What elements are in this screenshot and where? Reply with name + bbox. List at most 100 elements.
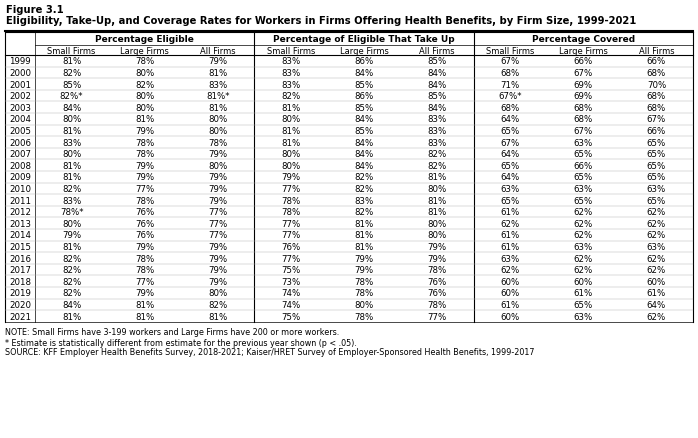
Text: 80%: 80% bbox=[62, 115, 81, 124]
Text: 82%: 82% bbox=[62, 289, 81, 297]
Text: 85%: 85% bbox=[62, 80, 81, 89]
Text: 66%: 66% bbox=[647, 127, 666, 136]
Text: 83%: 83% bbox=[281, 80, 301, 89]
Text: 62%: 62% bbox=[647, 208, 666, 217]
Text: 63%: 63% bbox=[574, 138, 593, 147]
Text: 73%: 73% bbox=[281, 277, 301, 286]
Text: 82%: 82% bbox=[355, 173, 373, 182]
Text: All Firms: All Firms bbox=[639, 46, 674, 55]
Text: Small Firms: Small Firms bbox=[267, 46, 315, 55]
Text: 83%: 83% bbox=[62, 138, 81, 147]
Text: 63%: 63% bbox=[500, 254, 520, 263]
Text: 65%: 65% bbox=[574, 196, 593, 205]
Text: 82%: 82% bbox=[135, 80, 154, 89]
Text: 68%: 68% bbox=[647, 103, 666, 113]
Text: 78%: 78% bbox=[135, 265, 154, 275]
Text: 81%: 81% bbox=[427, 173, 447, 182]
Text: 62%: 62% bbox=[647, 231, 666, 240]
Text: 66%: 66% bbox=[647, 57, 666, 66]
Text: 80%: 80% bbox=[208, 161, 228, 170]
Text: 84%: 84% bbox=[427, 103, 447, 113]
Text: 79%: 79% bbox=[208, 242, 228, 251]
Text: 2004: 2004 bbox=[9, 115, 31, 124]
Text: 65%: 65% bbox=[647, 138, 666, 147]
Text: 82%: 82% bbox=[427, 150, 447, 159]
Text: 2015: 2015 bbox=[9, 242, 31, 251]
Text: 85%: 85% bbox=[355, 127, 373, 136]
Text: 78%: 78% bbox=[135, 138, 154, 147]
Text: 77%: 77% bbox=[281, 184, 301, 194]
Text: Percentage of Eligible That Take Up: Percentage of Eligible That Take Up bbox=[273, 35, 455, 44]
Text: 79%: 79% bbox=[428, 242, 447, 251]
Text: 78%: 78% bbox=[281, 196, 301, 205]
Text: 74%: 74% bbox=[281, 300, 301, 309]
Text: 62%: 62% bbox=[647, 312, 666, 321]
Text: 79%: 79% bbox=[355, 254, 373, 263]
Text: 81%: 81% bbox=[281, 103, 301, 113]
Text: 81%: 81% bbox=[427, 208, 447, 217]
Text: 81%: 81% bbox=[135, 312, 154, 321]
Text: 65%: 65% bbox=[647, 196, 666, 205]
Text: 85%: 85% bbox=[427, 92, 447, 101]
Text: 79%: 79% bbox=[208, 265, 228, 275]
Text: 65%: 65% bbox=[574, 300, 593, 309]
Text: 79%: 79% bbox=[135, 289, 154, 297]
Text: 81%: 81% bbox=[355, 231, 373, 240]
Text: 76%: 76% bbox=[281, 242, 301, 251]
Text: 84%: 84% bbox=[427, 69, 447, 78]
Text: Percentage Eligible: Percentage Eligible bbox=[95, 35, 194, 44]
Text: 81%: 81% bbox=[208, 103, 228, 113]
Text: 85%: 85% bbox=[355, 103, 373, 113]
Text: 83%: 83% bbox=[427, 115, 447, 124]
Text: 69%: 69% bbox=[574, 92, 593, 101]
Text: 75%: 75% bbox=[281, 312, 301, 321]
Text: 79%: 79% bbox=[355, 265, 373, 275]
Text: 79%: 79% bbox=[135, 127, 154, 136]
Text: 78%*: 78%* bbox=[60, 208, 83, 217]
Text: 82%: 82% bbox=[62, 69, 81, 78]
Text: 80%: 80% bbox=[427, 231, 447, 240]
Text: 61%: 61% bbox=[500, 208, 520, 217]
Text: 2002: 2002 bbox=[9, 92, 31, 101]
Text: 67%: 67% bbox=[500, 138, 520, 147]
Text: 65%: 65% bbox=[647, 161, 666, 170]
Text: 82%: 82% bbox=[62, 184, 81, 194]
Text: 80%: 80% bbox=[208, 289, 228, 297]
Text: 76%: 76% bbox=[427, 277, 447, 286]
Text: 79%: 79% bbox=[135, 242, 154, 251]
Text: 65%: 65% bbox=[500, 196, 520, 205]
Text: 68%: 68% bbox=[500, 69, 520, 78]
Text: 78%: 78% bbox=[135, 150, 154, 159]
Text: 62%: 62% bbox=[574, 231, 593, 240]
Text: 79%: 79% bbox=[208, 150, 228, 159]
Text: All Firms: All Firms bbox=[419, 46, 455, 55]
Text: 77%: 77% bbox=[208, 208, 228, 217]
Text: 2014: 2014 bbox=[9, 231, 31, 240]
Text: 83%: 83% bbox=[281, 69, 301, 78]
Text: 74%: 74% bbox=[281, 289, 301, 297]
Text: 78%: 78% bbox=[281, 208, 301, 217]
Text: 2008: 2008 bbox=[9, 161, 31, 170]
Text: 79%: 79% bbox=[208, 254, 228, 263]
Text: 83%: 83% bbox=[62, 196, 81, 205]
Text: 79%: 79% bbox=[135, 161, 154, 170]
Text: 61%: 61% bbox=[574, 289, 593, 297]
Text: 84%: 84% bbox=[427, 80, 447, 89]
Text: 2009: 2009 bbox=[9, 173, 31, 182]
Text: 2006: 2006 bbox=[9, 138, 31, 147]
Text: Small Firms: Small Firms bbox=[47, 46, 96, 55]
Text: 61%: 61% bbox=[500, 300, 520, 309]
Text: * Estimate is statistically different from estimate for the previous year shown : * Estimate is statistically different fr… bbox=[5, 338, 357, 347]
Text: 65%: 65% bbox=[647, 150, 666, 159]
Text: 80%: 80% bbox=[427, 184, 447, 194]
Text: 66%: 66% bbox=[574, 57, 593, 66]
Text: 2007: 2007 bbox=[9, 150, 31, 159]
Text: 84%: 84% bbox=[355, 138, 373, 147]
Text: 60%: 60% bbox=[574, 277, 593, 286]
Text: 78%: 78% bbox=[427, 265, 447, 275]
Text: 82%: 82% bbox=[62, 265, 81, 275]
Text: 81%: 81% bbox=[281, 138, 301, 147]
Text: 78%: 78% bbox=[355, 289, 373, 297]
Text: 83%: 83% bbox=[427, 127, 447, 136]
Text: 81%: 81% bbox=[62, 242, 81, 251]
